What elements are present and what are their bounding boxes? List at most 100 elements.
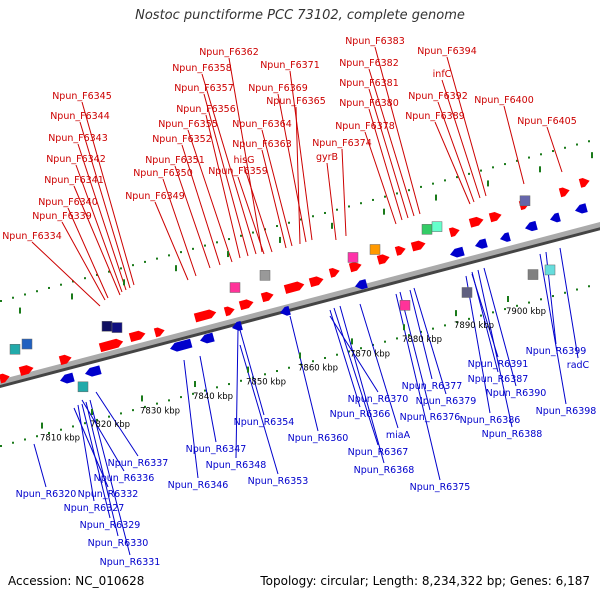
gene-label: Npun_R6346	[168, 480, 229, 491]
ruler-tick-label: 7860 kbp	[298, 364, 338, 374]
track-dot	[300, 363, 302, 366]
track-dot	[528, 156, 530, 159]
track-dot	[108, 270, 110, 273]
track-dot	[264, 373, 266, 376]
ruler-tick-label: 7880 kbp	[402, 335, 442, 345]
feature-block	[461, 287, 473, 298]
forward-gene-arrow	[448, 227, 460, 238]
leader-line	[73, 407, 109, 488]
forward-gene-arrow	[223, 306, 235, 317]
leader-line	[329, 309, 361, 408]
forward-gene-arrow	[283, 281, 305, 294]
forward-gene-arrow	[18, 365, 34, 376]
leader-line	[237, 176, 265, 255]
feature-block	[544, 264, 556, 276]
track-dot	[180, 251, 182, 254]
track-dot	[348, 205, 350, 208]
track-dot	[156, 402, 158, 405]
forward-gene-arrow	[238, 299, 254, 311]
ruler-tick-label: 7890 kbp	[454, 321, 494, 331]
gene-label: Npun_R6387	[468, 374, 529, 385]
feature-block	[527, 269, 539, 280]
leader-line	[446, 56, 487, 197]
gene-label: miaA	[386, 430, 411, 441]
leader-line	[409, 289, 433, 380]
track-dot	[132, 264, 134, 267]
track-dot	[396, 337, 398, 340]
track-dot	[384, 340, 386, 343]
gene-label: Npun_R6376	[400, 412, 461, 423]
reverse-gene-arrow	[279, 305, 291, 316]
gene-label: Npun_F6378	[335, 121, 395, 132]
track-dot	[276, 225, 278, 228]
track-dot	[348, 350, 350, 353]
track-dot	[336, 208, 338, 211]
ruler-tick-label: 7820 kbp	[90, 420, 130, 430]
leader-line	[79, 121, 131, 289]
ruler-tick-label: 7870 kbp	[350, 349, 390, 359]
gene-label: Npun_F6363	[232, 139, 292, 150]
forward-gene-arrow	[260, 291, 274, 303]
track-dot	[12, 441, 14, 444]
gene-label: Npun_R6377	[402, 381, 463, 392]
leader-line	[85, 401, 119, 537]
track-dot	[0, 445, 2, 447]
feature-block	[421, 224, 433, 235]
track-dot	[216, 386, 218, 389]
leader-line	[368, 108, 403, 221]
accession-label: Accession: NC_010628	[8, 574, 145, 588]
leader-line	[341, 148, 347, 237]
feature-block	[101, 321, 113, 332]
gene-label: Npun_R6327	[64, 503, 125, 514]
forward-gene-arrow	[98, 338, 124, 353]
gene-label: Npun_R6360	[288, 433, 349, 444]
gene-label: Npun_R6390	[486, 388, 547, 399]
track-dot	[312, 215, 314, 218]
gene-label: Npun_R6348	[206, 460, 267, 471]
gene-label: Npun_F6382	[339, 58, 399, 69]
gene-label: Npun_F6345	[52, 91, 112, 102]
gene-label: Npun_F6374	[312, 138, 372, 149]
leader-line	[326, 162, 337, 241]
track-dot	[336, 353, 338, 356]
genome-backbone	[0, 222, 600, 388]
track-dot	[468, 172, 470, 175]
gene-label: Npun_F6357	[174, 83, 234, 94]
gene-label: Npun_R6370	[348, 394, 409, 405]
feature-block	[347, 252, 359, 263]
leader-line	[437, 101, 475, 203]
track-dot	[204, 389, 206, 392]
reverse-gene-arrow	[231, 321, 243, 331]
feature-block	[431, 221, 443, 232]
track-dot	[72, 280, 74, 283]
track-dot	[276, 370, 278, 373]
track-dot	[180, 396, 182, 399]
gene-label: Npun_F6341	[44, 175, 104, 186]
leader-line	[228, 57, 263, 253]
feature-block	[111, 322, 123, 333]
gene-label: Npun_R6398	[536, 406, 597, 417]
leader-line	[67, 207, 109, 299]
track-dot	[120, 412, 122, 415]
leader-line	[181, 144, 221, 266]
feature-block	[259, 270, 271, 281]
track-dot	[576, 143, 578, 146]
feature-block	[77, 381, 89, 393]
gene-label: Npun_F6351	[145, 155, 205, 166]
track-dot	[96, 273, 98, 276]
gene-label: Npun_F6358	[172, 63, 232, 74]
track-dot	[516, 304, 518, 307]
leader-line	[339, 305, 385, 464]
forward-gene-arrow	[468, 216, 484, 228]
forward-gene-arrow	[578, 178, 590, 188]
reverse-gene-arrow	[474, 238, 488, 249]
leader-line	[235, 329, 239, 459]
track-dot	[432, 327, 434, 330]
track-dot	[144, 260, 146, 263]
gene-label: Npun_R6367	[348, 447, 409, 458]
feature-block	[229, 282, 241, 293]
leader-line	[539, 253, 567, 405]
track-dot	[528, 301, 530, 304]
leader-line	[359, 303, 399, 429]
track-dot	[324, 211, 326, 214]
